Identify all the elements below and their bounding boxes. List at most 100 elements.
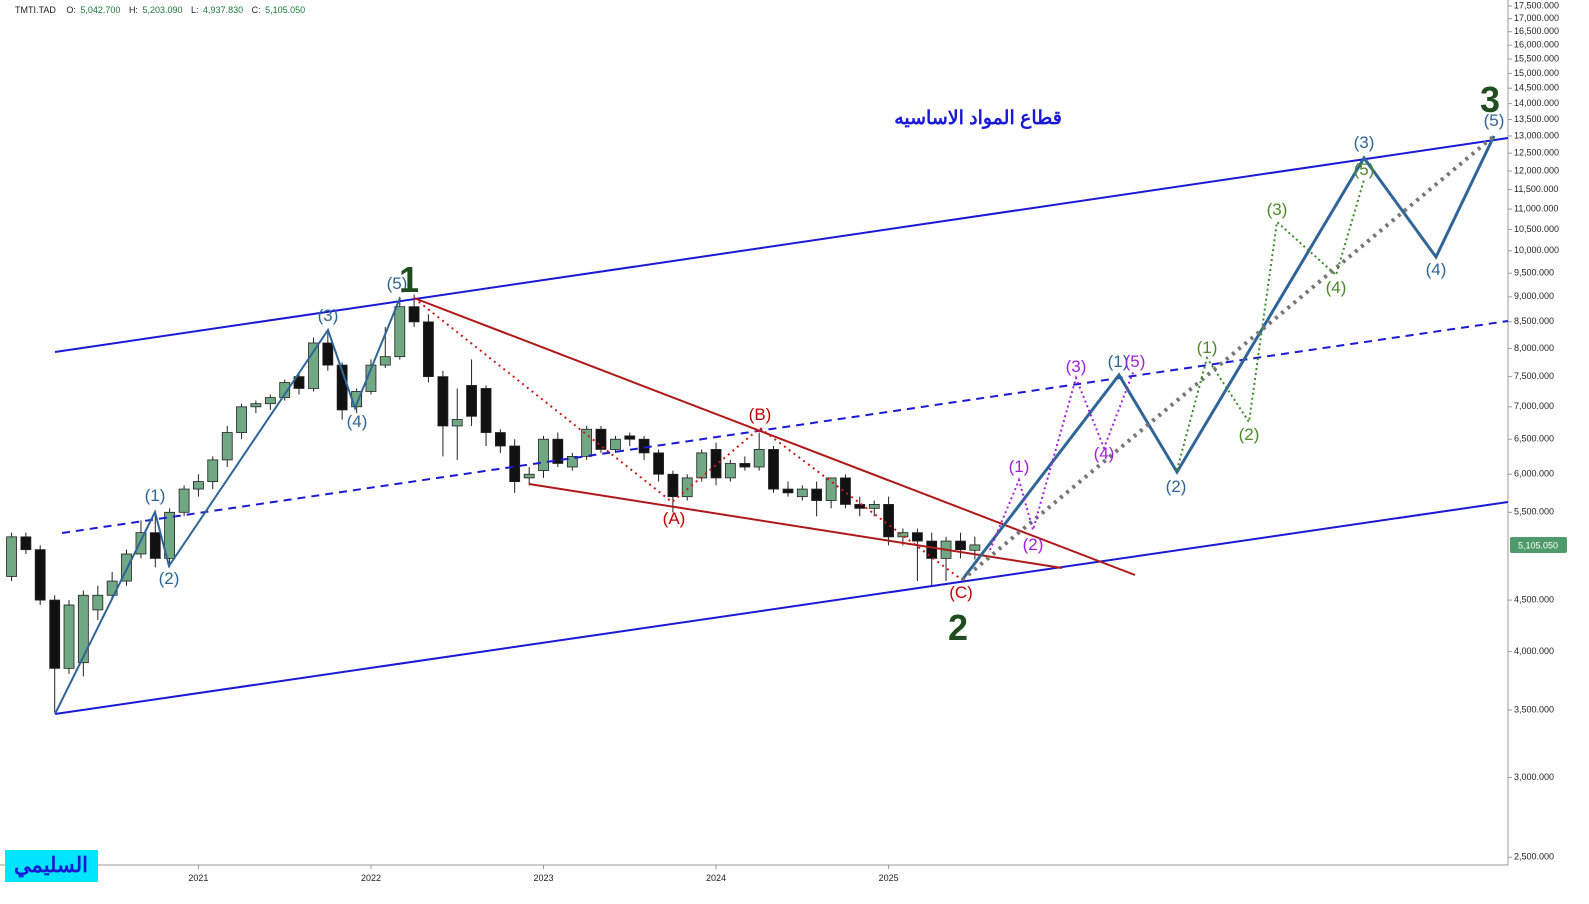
candle-body xyxy=(394,306,406,358)
candle-body xyxy=(955,540,966,551)
candle-body xyxy=(811,488,823,501)
candle-body xyxy=(250,403,262,408)
y-tick-label: 12,000.000 xyxy=(1514,165,1559,175)
wave-label: (C) xyxy=(949,583,973,602)
candle-body xyxy=(135,532,147,555)
candle-body xyxy=(854,504,866,509)
y-tick-label: 13,500.000 xyxy=(1514,114,1559,124)
wave-label: (1) xyxy=(1108,352,1129,371)
wave-label: (2) xyxy=(159,569,180,588)
wave-label: (1) xyxy=(1197,338,1218,357)
candle-body xyxy=(883,504,894,538)
symbol: TMTI.TAD xyxy=(15,5,56,15)
y-tick-label: 15,000.000 xyxy=(1514,68,1559,78)
candle-body xyxy=(279,382,291,398)
wave-label: (4) xyxy=(1326,278,1347,297)
y-tick-label: 15,500.000 xyxy=(1514,53,1559,63)
candle-body xyxy=(897,532,909,538)
candle-body xyxy=(638,438,650,454)
candle-body xyxy=(911,532,923,542)
wave-label: 2 xyxy=(948,607,968,648)
candle-body xyxy=(796,488,808,498)
x-tick-label: 2025 xyxy=(879,873,899,883)
wave-label: (5) xyxy=(1125,352,1146,371)
y-tick-label: 17,500.000 xyxy=(1514,0,1559,10)
candle-body xyxy=(92,594,104,611)
y-tick-label: 12,500.000 xyxy=(1514,148,1559,158)
candle-body xyxy=(523,473,535,479)
y-tick-label: 8,000.000 xyxy=(1514,343,1554,353)
channel-bottom xyxy=(54,501,1509,715)
candle-body xyxy=(408,306,420,323)
y-tick-label: 4,000.000 xyxy=(1514,646,1554,656)
wave-label: (4) xyxy=(347,412,368,431)
chart-title: قطاع المواد الاساسيه xyxy=(894,108,1062,129)
y-tick-label: 11,500.000 xyxy=(1514,184,1558,194)
candle-body xyxy=(825,477,837,501)
wave-label: (1) xyxy=(145,486,166,505)
author-box xyxy=(5,850,98,882)
candle-body xyxy=(365,364,377,392)
candle-body xyxy=(236,406,247,433)
wave-label: (4) xyxy=(1426,260,1447,279)
candle-body xyxy=(149,532,161,559)
candle-body xyxy=(610,438,621,450)
x-tick-label: 2021 xyxy=(188,873,208,883)
wave-label: (B) xyxy=(749,405,772,424)
drawings xyxy=(54,134,1509,715)
candle-body xyxy=(6,536,17,577)
candle-body xyxy=(193,481,204,490)
wave-label: (2) xyxy=(1239,425,1260,444)
wave-label: (5) xyxy=(1354,160,1375,179)
candle-body xyxy=(379,356,391,366)
wave-label: (3) xyxy=(1354,133,1375,152)
open-value: 5,042.700 xyxy=(80,5,120,15)
candle-body xyxy=(739,463,751,468)
wedge-bottom xyxy=(528,483,1063,569)
y-tick-label: 11,000.000 xyxy=(1514,203,1558,213)
candle-body xyxy=(710,449,722,479)
wedge-top xyxy=(413,297,1136,576)
candle-body xyxy=(164,511,176,559)
channel-mid xyxy=(61,320,1509,534)
candle-body xyxy=(466,385,477,417)
candle-body xyxy=(77,594,89,664)
last-price-label: 5,105.050 xyxy=(1518,540,1558,550)
candle-body xyxy=(782,488,794,494)
candle-body xyxy=(926,540,938,559)
candle-body xyxy=(681,477,693,498)
wave-label: (3) xyxy=(1267,200,1288,219)
low-label: L: xyxy=(191,5,199,15)
candle-body xyxy=(480,388,492,433)
wave-label: (5) xyxy=(387,274,408,293)
wave-label: (2) xyxy=(1023,535,1044,554)
candle-body xyxy=(178,488,190,513)
y-tick-label: 10,000.000 xyxy=(1514,245,1559,255)
wave-label: (3) xyxy=(1066,357,1087,376)
candle-body xyxy=(34,549,46,601)
last-price-tag xyxy=(1510,537,1567,553)
y-tick-label: 3,500.000 xyxy=(1514,704,1554,714)
green-path xyxy=(1176,179,1365,471)
close-label: C: xyxy=(252,5,261,15)
candle-body xyxy=(207,459,219,482)
candle-body xyxy=(20,536,32,551)
wave-label: (1) xyxy=(1009,457,1030,476)
candle-body xyxy=(49,599,61,669)
open-label: O: xyxy=(66,5,76,15)
y-tick-label: 7,000.000 xyxy=(1514,401,1554,411)
y-tick-label: 17,000.000 xyxy=(1514,13,1559,23)
candle-body xyxy=(63,604,75,669)
high-label: H: xyxy=(129,5,138,15)
y-tick-label: 13,000.000 xyxy=(1514,130,1559,140)
y-tick-label: 5,500.000 xyxy=(1514,507,1554,517)
candle-body xyxy=(624,435,636,440)
candle-body xyxy=(221,432,233,461)
wave-path xyxy=(54,297,401,715)
candle-body xyxy=(595,428,607,450)
y-tick-label: 7,500.000 xyxy=(1514,371,1554,381)
candle-body xyxy=(264,397,276,405)
candle-body xyxy=(293,376,305,389)
forecast-dotted xyxy=(960,134,1496,582)
